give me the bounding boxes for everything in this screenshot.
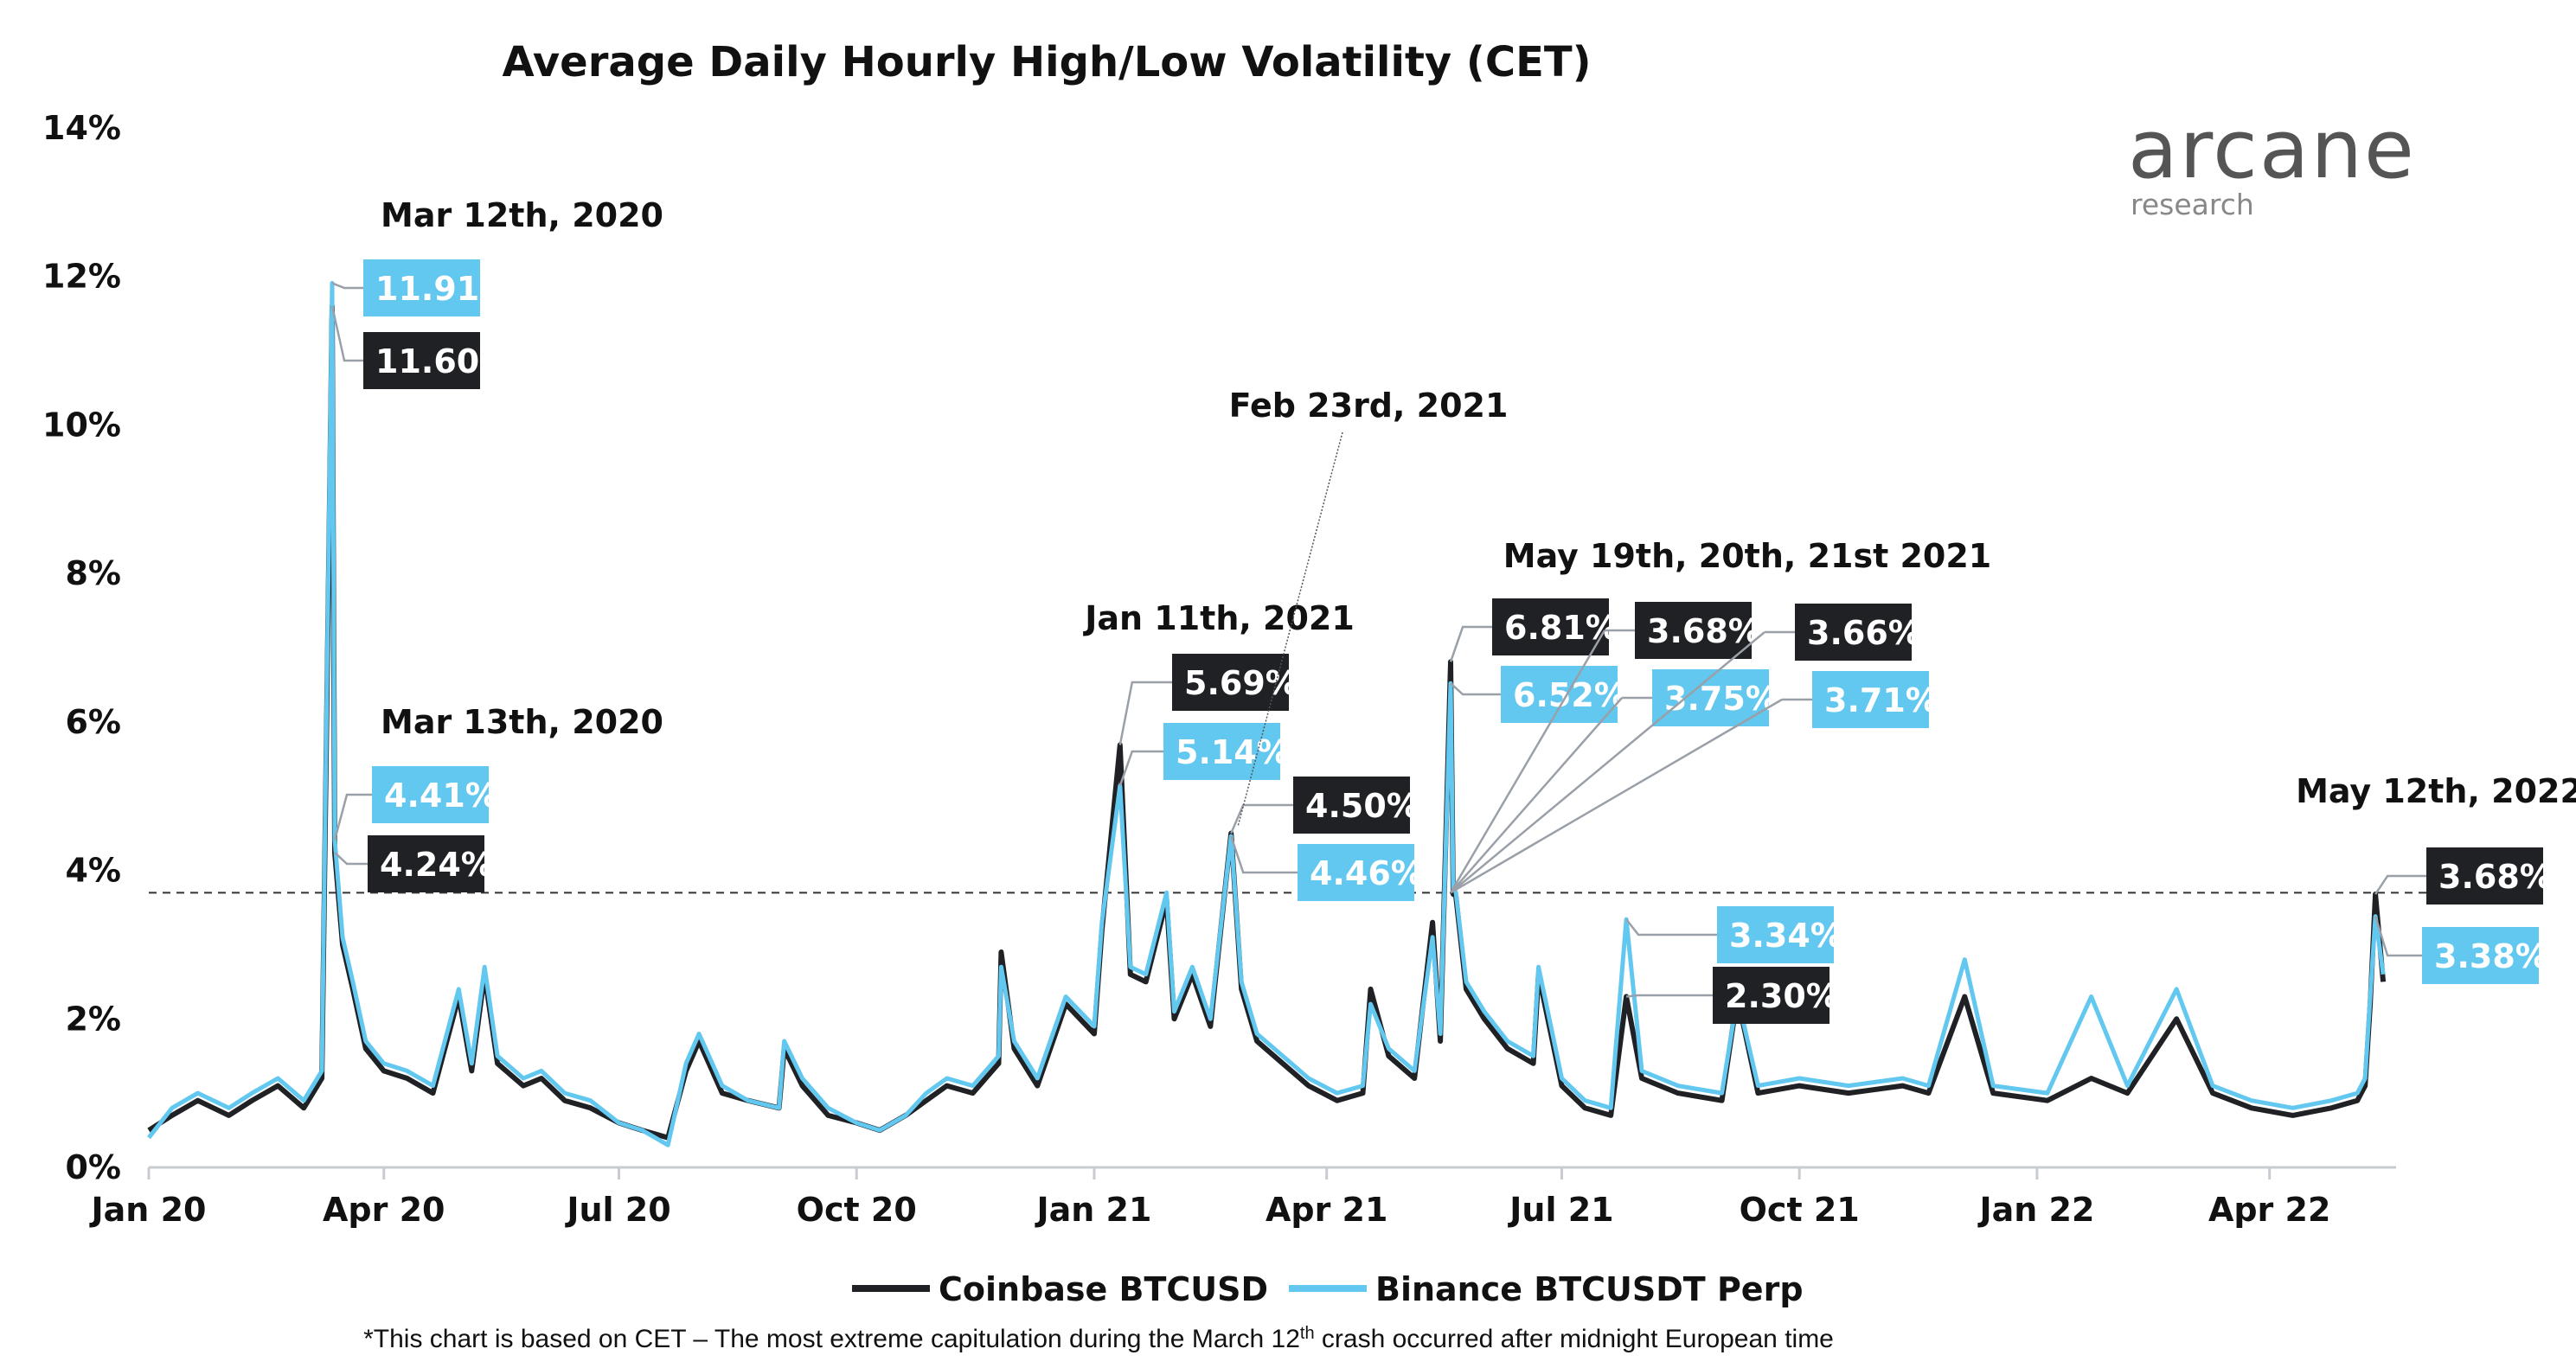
x-tick-label: Jul 20 — [564, 1191, 670, 1229]
annotation-value-box — [1713, 967, 1829, 1024]
annotation-value-box — [372, 766, 489, 823]
annotation-value-label: 6.52% — [1513, 676, 1627, 714]
annotation-leader-line — [334, 852, 368, 866]
annotation-date-label: May 12th, 2022 — [2296, 772, 2576, 810]
annotation-leader-line — [2374, 874, 2426, 895]
y-tick-label: 8% — [65, 554, 121, 592]
annotation-value-box — [368, 835, 484, 892]
annotation-leader-line — [1449, 630, 1606, 893]
annotation-leader-line — [1118, 681, 1172, 745]
annotation-value-box — [1163, 723, 1280, 780]
annotation-value-label: 4.50% — [1305, 787, 1419, 825]
y-axis: 0% 2% 4% 6% 8% 10% 12% 14% — [42, 109, 121, 1186]
annotation-value-box — [363, 332, 480, 389]
footnote-text-start: *This chart is based on CET – The most e… — [363, 1325, 1300, 1353]
annotation-value-box — [1812, 671, 1929, 728]
footnote-text-end: crash occurred after midnight European t… — [1315, 1325, 1834, 1353]
annotation-value-label: 5.69% — [1184, 664, 1298, 702]
logo: arcane research — [2128, 103, 2416, 221]
x-tick-label: Oct 20 — [797, 1191, 917, 1229]
logo-sub: research — [2131, 188, 2254, 221]
annotation-value-box — [1501, 666, 1618, 723]
legend: Coinbase BTCUSD Binance BTCUSDT Perp — [852, 1270, 1804, 1308]
annotation-value-label: 3.34% — [1729, 917, 1843, 955]
series-layer — [147, 280, 2387, 1147]
annotation-leader-line — [1449, 625, 1492, 662]
annotation-value-box — [1492, 598, 1609, 655]
annotation-date-label: Mar 12th, 2020 — [381, 196, 663, 234]
legend-label-binance: Binance BTCUSDT Perp — [1375, 1270, 1804, 1308]
annotation-value-box — [1717, 906, 1834, 963]
annotation-value-label: 3.66% — [1807, 614, 1921, 652]
annotation-value-label: 3.68% — [2438, 858, 2553, 896]
footnote: *This chart is based on CET – The most e… — [363, 1324, 1834, 1353]
x-tick-label: Apr 22 — [2208, 1191, 2330, 1229]
annotation-value-label: 4.24% — [380, 846, 494, 884]
annotation-leader-line — [331, 282, 363, 290]
x-tick-label: Jan 20 — [89, 1191, 207, 1229]
feb23-pointer-line — [1237, 431, 1343, 827]
chart-title: Average Daily Hourly High/Low Volatility… — [502, 38, 1591, 86]
annotation-value-label: 11.60% — [375, 342, 512, 380]
annotation-date-label: Jan 11th, 2021 — [1082, 599, 1355, 637]
x-tick-label: Jan 21 — [1034, 1191, 1151, 1229]
annotation-value-box — [1635, 602, 1752, 659]
annotation-leader-line — [1450, 697, 1623, 894]
annotation-value-box — [1652, 669, 1769, 726]
annotation-value-label: 4.46% — [1310, 854, 1424, 892]
annotation-leader-line — [1230, 803, 1293, 834]
annotation-value-label: 3.68% — [1647, 612, 1761, 650]
annotation-leader-line — [1625, 994, 1713, 998]
annotation-value-label: 6.81% — [1504, 609, 1618, 647]
annotation-leader-line — [1625, 918, 1717, 937]
series-line-binance — [147, 280, 2386, 1147]
annotation-value-label: 5.14% — [1176, 733, 1290, 771]
annotation-leader-line — [1230, 835, 1298, 874]
annotation-value-box — [2422, 927, 2539, 984]
annotation-value-box — [1795, 604, 1912, 661]
x-tick-label: Oct 21 — [1740, 1191, 1860, 1229]
x-tick-label: Apr 21 — [1266, 1191, 1387, 1229]
x-axis: Jan 20 Apr 20 Jul 20 Oct 20 Jan 21 Apr 21 Jul … — [89, 1166, 2396, 1229]
annotation-leader-line — [333, 793, 372, 841]
annotation-leader-line — [1118, 750, 1163, 787]
legend-label-coinbase: Coinbase BTCUSD — [939, 1270, 1268, 1308]
logo-main: arcane — [2128, 103, 2416, 197]
annotation-value-box — [1172, 654, 1289, 711]
annotation-value-label: 3.38% — [2434, 937, 2548, 975]
x-tick-label: Jul 21 — [1507, 1191, 1613, 1229]
annotation-leader-line — [2374, 916, 2422, 957]
annotation-value-label: 2.30% — [1725, 977, 1839, 1015]
x-tick-label: Jan 22 — [1977, 1191, 2094, 1229]
annotation-value-label: 11.91% — [375, 270, 512, 308]
y-tick-label: 0% — [65, 1148, 121, 1186]
annotation-leader-line — [330, 305, 363, 362]
y-tick-label: 4% — [65, 852, 121, 890]
y-tick-label: 12% — [42, 258, 121, 296]
y-tick-label: 10% — [42, 406, 121, 444]
annotation-leader-line — [1450, 682, 1501, 696]
y-tick-label: 14% — [42, 109, 121, 147]
annotation-value-label: 3.71% — [1824, 681, 1938, 719]
annotation-leader-line — [1450, 631, 1765, 894]
annotation-leader-line — [1450, 698, 1783, 894]
annotation-date-label: Mar 13th, 2020 — [381, 703, 663, 741]
annotation-value-box — [363, 259, 480, 316]
annotation-value-box — [1298, 844, 1414, 901]
y-tick-label: 2% — [65, 1000, 121, 1038]
x-tick-label: Apr 20 — [323, 1191, 445, 1229]
footnote-superscript: th — [1300, 1324, 1315, 1343]
annotation-value-box — [2426, 847, 2543, 905]
y-tick-label: 6% — [65, 703, 121, 741]
annotation-value-box — [1293, 777, 1410, 834]
annotation-date-label: May 19th, 20th, 21st 2021 — [1503, 537, 1991, 575]
annotation-layer: Mar 12th, 2020 11.91% 11.60% Mar 13th, 2020… — [330, 196, 2576, 1024]
annotation-date-label: Feb 23rd, 2021 — [1229, 387, 1509, 425]
annotation-value-label: 4.41% — [384, 777, 498, 815]
